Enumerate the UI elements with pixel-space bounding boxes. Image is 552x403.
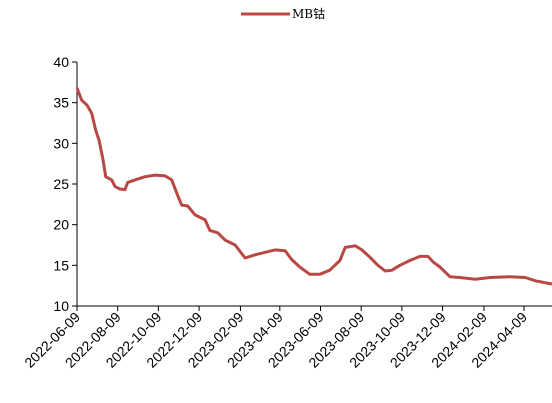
series-line	[75, 87, 552, 286]
y-tick-label: 30	[53, 135, 69, 151]
y-tick-label: 25	[53, 176, 69, 192]
y-tick-label: 20	[53, 217, 69, 233]
y-tick-label: 40	[53, 54, 69, 70]
y-tick-label: 10	[53, 298, 69, 314]
legend-label: MB钴	[292, 6, 325, 21]
y-tick-label: 15	[53, 257, 69, 273]
y-tick-label: 35	[53, 95, 69, 111]
